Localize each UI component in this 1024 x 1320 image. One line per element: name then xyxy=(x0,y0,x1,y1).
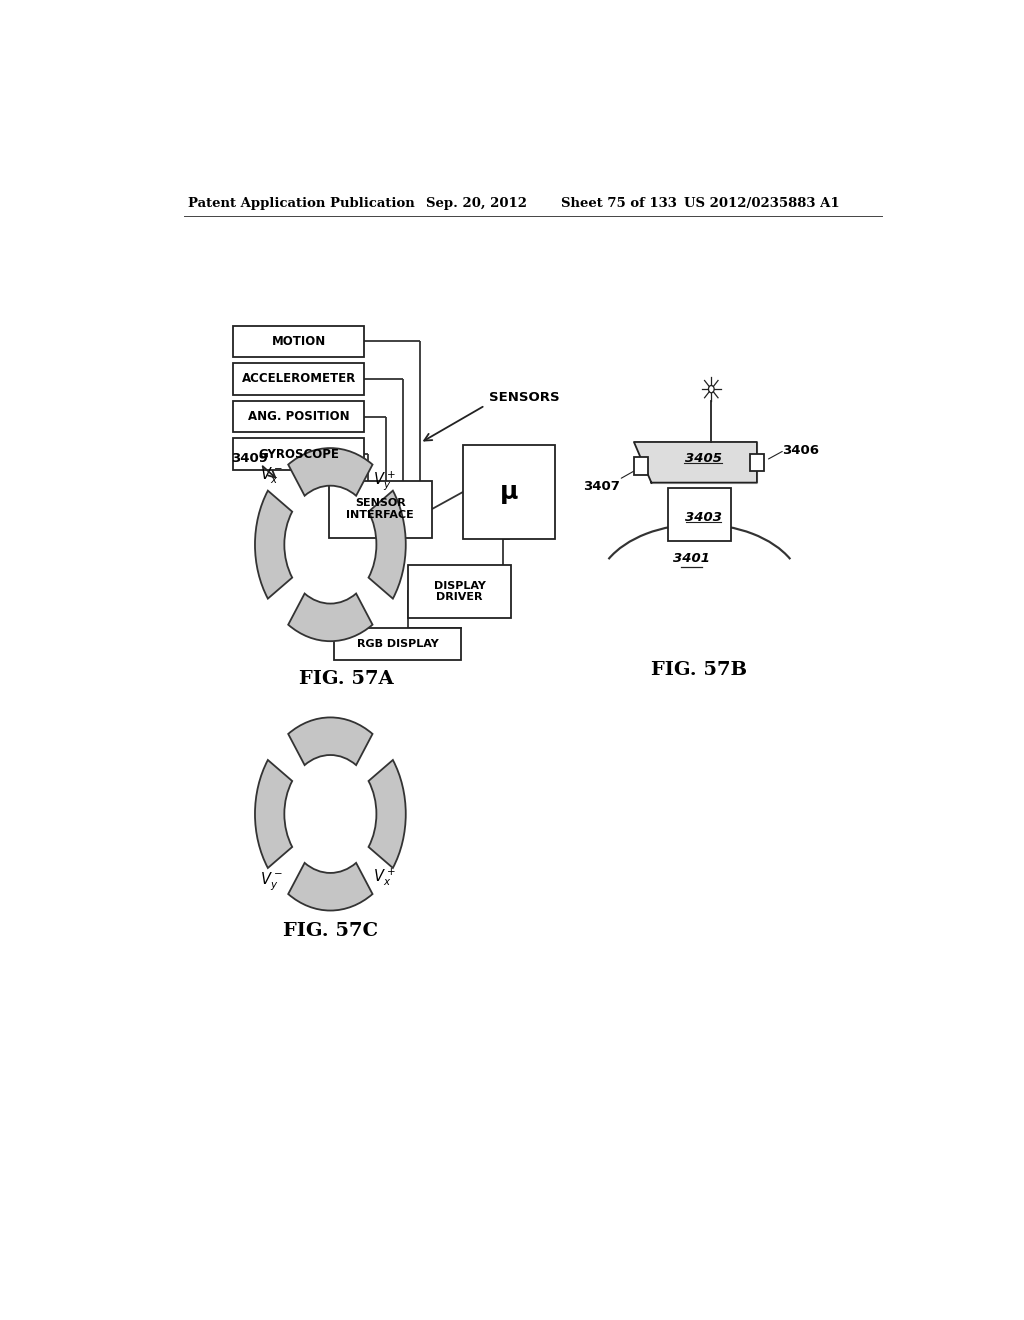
Text: 3401: 3401 xyxy=(673,552,710,565)
Text: Sheet 75 of 133: Sheet 75 of 133 xyxy=(560,197,677,210)
Text: FIG. 57B: FIG. 57B xyxy=(651,660,748,678)
Polygon shape xyxy=(634,442,757,483)
Wedge shape xyxy=(255,760,292,869)
Text: DISPLAY
DRIVER: DISPLAY DRIVER xyxy=(434,581,485,602)
Text: US 2012/0235883 A1: US 2012/0235883 A1 xyxy=(684,197,839,210)
Text: GYROSCOPE: GYROSCOPE xyxy=(258,447,339,461)
Text: 3409: 3409 xyxy=(231,451,268,465)
Text: ACCELEROMETER: ACCELEROMETER xyxy=(242,372,355,385)
Bar xyxy=(233,326,365,358)
Wedge shape xyxy=(288,594,373,642)
Bar xyxy=(751,454,764,471)
Bar xyxy=(233,363,365,395)
Bar xyxy=(329,480,432,537)
Text: $V_y^+$: $V_y^+$ xyxy=(373,470,395,494)
Bar xyxy=(409,565,511,618)
Wedge shape xyxy=(369,491,406,599)
Wedge shape xyxy=(288,447,373,496)
Wedge shape xyxy=(255,491,292,599)
Wedge shape xyxy=(369,760,406,869)
Wedge shape xyxy=(288,863,373,911)
Text: SENSOR
INTERFACE: SENSOR INTERFACE xyxy=(346,498,415,520)
Text: Patent Application Publication: Patent Application Publication xyxy=(187,197,415,210)
Bar xyxy=(463,445,555,539)
Text: 3406: 3406 xyxy=(782,444,819,457)
Text: SENSORS: SENSORS xyxy=(489,391,560,404)
Text: FIG. 57A: FIG. 57A xyxy=(299,669,393,688)
Text: RGB DISPLAY: RGB DISPLAY xyxy=(357,639,438,649)
Wedge shape xyxy=(288,718,373,766)
Text: MOTION: MOTION xyxy=(271,335,326,348)
Bar xyxy=(668,487,731,541)
Text: 3407: 3407 xyxy=(583,480,620,494)
Bar xyxy=(233,401,365,433)
Text: $V_y^-$: $V_y^-$ xyxy=(259,871,283,894)
Bar xyxy=(334,628,461,660)
Text: μ: μ xyxy=(500,479,518,504)
Text: ANG. POSITION: ANG. POSITION xyxy=(248,411,349,424)
Text: $V_x^-$: $V_x^-$ xyxy=(259,465,283,486)
Bar xyxy=(233,438,365,470)
Text: $V_x^+$: $V_x^+$ xyxy=(373,866,395,888)
Text: 3403: 3403 xyxy=(685,511,722,524)
Text: FIG. 57C: FIG. 57C xyxy=(283,921,378,940)
Bar xyxy=(634,458,648,475)
Text: 3405: 3405 xyxy=(685,451,722,465)
Text: Sep. 20, 2012: Sep. 20, 2012 xyxy=(426,197,526,210)
